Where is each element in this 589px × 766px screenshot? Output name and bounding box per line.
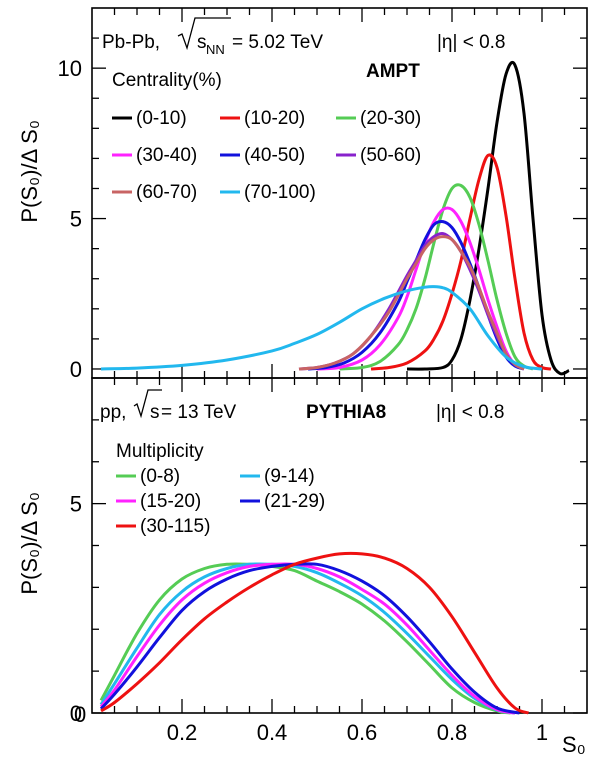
bottom-eta-label: |η| < 0.8 (436, 402, 505, 423)
bottom-xlabel: S₀ (562, 732, 586, 757)
top-legend: (0-10) (10-20) (20-30) (30-40) (40-50) (50-60… (112, 108, 421, 203)
bottom-x-tick-label: 0.2 (167, 720, 198, 745)
top-y-tick-labels: 0 5 10 (58, 56, 82, 382)
top-series-line (406, 60, 570, 376)
top-y-tick-label: 10 (58, 56, 82, 81)
bottom-panel: 05 00.2 0.4 0.6 0.8 1 P(S₀)/Δ S₀ S₀ pp, s = … (17, 377, 588, 757)
bottom-series-line (99, 562, 516, 715)
top-series-line (316, 206, 525, 371)
bottom-series-line (99, 562, 520, 715)
bottom-x-tick-label: 0.8 (437, 720, 468, 745)
top-legend-label: (70-100) (244, 182, 316, 203)
top-series-line (298, 232, 525, 371)
bottom-legend-label: (15-20) (140, 491, 201, 512)
top-series-line (100, 285, 543, 371)
bottom-ylabel: P(S₀)/Δ S₀ (17, 492, 42, 595)
top-axis-ticks (92, 8, 587, 378)
bottom-system-label: pp, (100, 402, 126, 423)
top-series-group (100, 60, 570, 376)
bottom-x-tick-label: 1 (536, 720, 548, 745)
bottom-y-tick-label: 0 (70, 701, 82, 726)
top-y-tick-label: 5 (70, 207, 82, 232)
bottom-legend-label: (30-115) (140, 516, 210, 537)
top-model-label: AMPT (366, 61, 420, 82)
top-energy-subscript: NN (206, 42, 225, 57)
top-y-tick-label: 0 (70, 357, 82, 382)
bottom-series-line (99, 562, 516, 715)
top-legend-label: (30-40) (136, 145, 197, 166)
bottom-y-tick-labels: 05 (70, 492, 82, 726)
top-legend-label: (10-20) (244, 108, 305, 129)
bottom-x-tick-labels: 0 0.2 0.4 0.6 0.8 1 (74, 702, 548, 745)
top-legend-label: (0-10) (136, 108, 187, 129)
top-legend-label: (60-70) (136, 182, 197, 203)
top-system-label: Pb-Pb, (102, 32, 160, 53)
bottom-legend: (0-8) (9-14) (15-20) (21-29) (30-115) (116, 466, 325, 537)
bottom-energy-symbol: s (150, 402, 160, 423)
bottom-panel-frame (91, 377, 588, 714)
bottom-model-label: PYTHIA8 (306, 402, 386, 423)
bottom-legend-label: (9-14) (264, 466, 315, 487)
bottom-axis-ticks (92, 378, 587, 714)
bottom-legend-label: (0-8) (140, 466, 180, 487)
bottom-x-tick-label: 0.6 (347, 720, 378, 745)
top-energy-symbol: s (197, 32, 207, 53)
top-energy-value: = 5.02 TeV (232, 32, 323, 53)
top-ylabel: P(S₀)/Δ S₀ (17, 120, 42, 223)
top-series-line (370, 153, 552, 371)
bottom-series-line (100, 551, 530, 715)
bottom-series-group (99, 551, 530, 715)
top-panel: 0 5 10 P(S₀)/Δ S₀ Pb-Pb, s NN = 5.02 TeV |… (17, 7, 588, 382)
top-sqrt-sign (177, 17, 231, 51)
top-legend-title: Centrality(%) (112, 70, 222, 91)
bottom-y-tick-label: 5 (70, 492, 82, 517)
bottom-energy-value: = 13 TeV (161, 402, 237, 423)
bottom-legend-title: Multiplicity (116, 441, 204, 462)
bottom-x-tick-label: 0.4 (257, 720, 288, 745)
bottom-sqrt-sign (133, 389, 162, 419)
top-eta-label: |η| < 0.8 (437, 32, 506, 53)
bottom-x-tick-label: 0 (74, 702, 86, 727)
top-legend-label: (40-50) (244, 145, 305, 166)
top-series-line (298, 235, 525, 371)
top-legend-label: (50-60) (360, 145, 421, 166)
top-legend-label: (20-30) (360, 108, 421, 129)
top-series-line (339, 183, 534, 371)
bottom-legend-label: (21-29) (264, 491, 325, 512)
top-series-line (307, 219, 525, 371)
bottom-series-line (99, 562, 511, 715)
